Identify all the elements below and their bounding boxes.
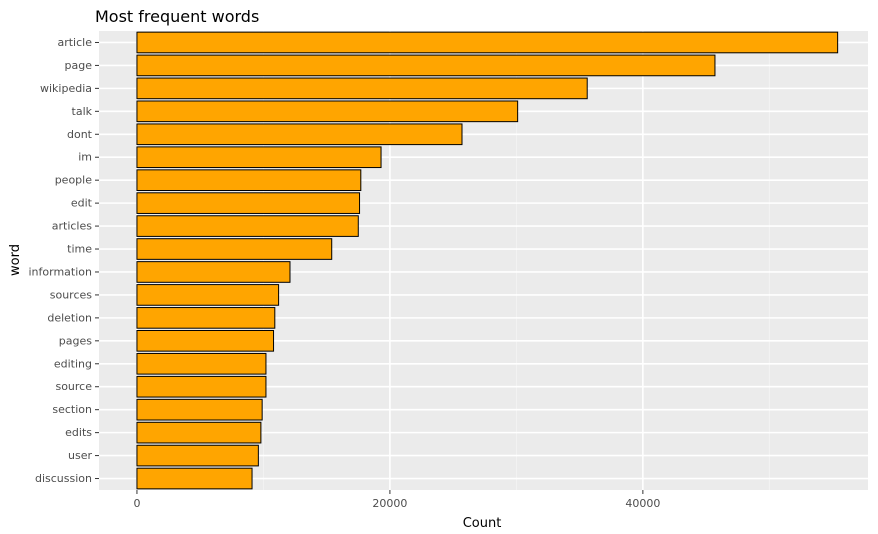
bar-discussion [136,467,253,490]
y-tick-label: sources [50,288,93,301]
bar-sources [136,284,280,306]
y-tick-label: time [67,243,92,256]
bar-user [136,444,259,467]
chart-title: Most frequent words [95,7,259,26]
y-tick-label: information [29,265,93,278]
bar-wikipedia [136,77,588,100]
x-axis-ticks: 0 20000 40000 [133,490,660,510]
bar-article [136,31,839,54]
bars [136,31,839,490]
bar-deletion [136,307,276,329]
x-tick-label: 40000 [625,497,660,510]
bar-im [136,146,382,169]
y-tick-label: user [68,449,92,462]
bar-talk [136,100,519,123]
y-tick-label: pages [59,334,92,347]
y-axis-title: word [8,244,23,276]
bar-page [136,54,716,77]
y-tick-label: dont [67,128,93,141]
x-tick-label: 20000 [372,497,407,510]
bar-people [136,169,362,192]
y-tick-label: source [55,380,92,393]
y-tick-label: section [52,403,92,416]
x-axis-title: Count [463,516,502,531]
y-tick-label: edits [65,426,92,439]
bar-editing [136,352,267,375]
bar-pages [136,329,275,352]
bar-edit [136,192,361,214]
x-tick-label: 0 [133,497,140,510]
bar-section [136,398,263,421]
y-tick-label: edit [71,197,93,210]
y-tick-label: deletion [47,311,92,324]
y-tick-label: page [65,59,93,72]
y-tick-label: people [55,174,93,187]
bar-time [136,238,333,260]
y-tick-label: talk [72,105,93,118]
bar-information [136,261,291,283]
bar-articles [136,215,359,237]
bar-dont [136,123,463,146]
y-tick-label: articles [52,220,93,233]
y-tick-label: editing [54,357,92,370]
y-tick-label: wikipedia [40,82,92,95]
plot-panel [99,31,868,490]
y-tick-label: article [57,36,92,49]
y-tick-label: im [78,151,92,164]
bar-edits [136,421,262,444]
y-tick-label: discussion [35,472,92,485]
bar-source [136,375,267,398]
y-axis-ticks: article page wikipedia talk dont im people edit… [29,36,99,485]
